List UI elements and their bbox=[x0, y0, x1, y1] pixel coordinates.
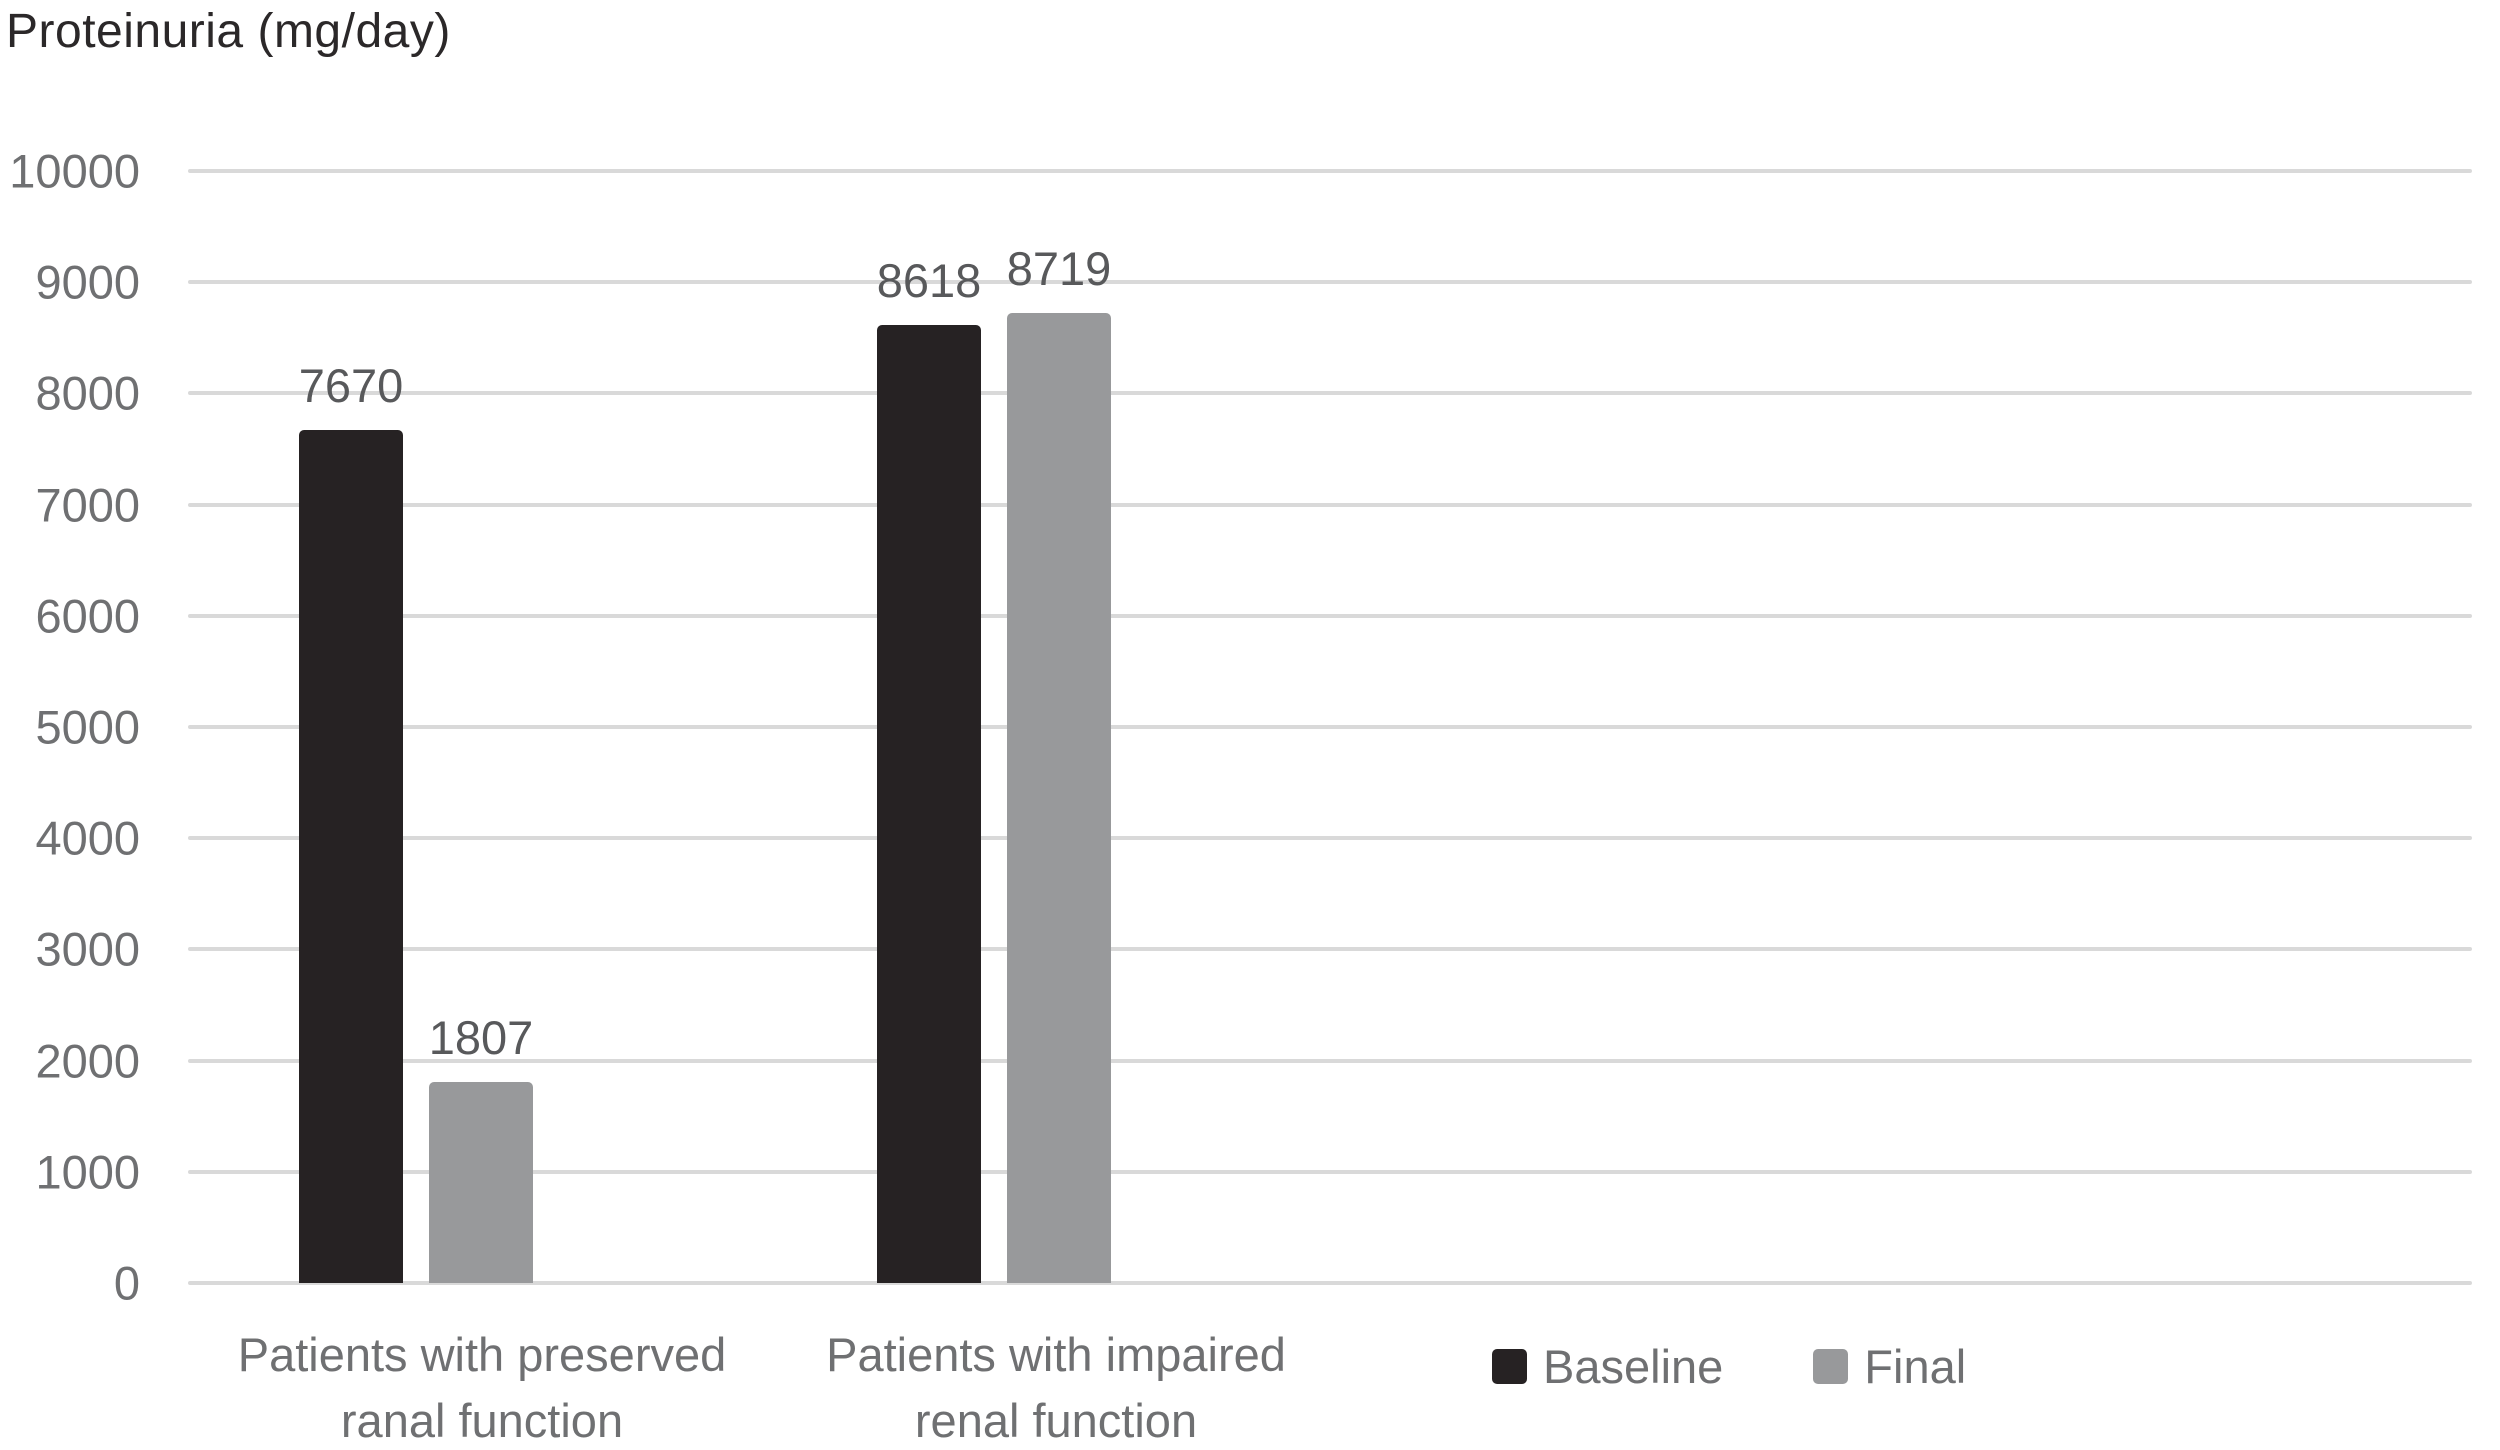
y-tick-label-4000: 4000 bbox=[35, 811, 140, 865]
y-tick-label-3000: 3000 bbox=[35, 922, 140, 976]
y-tick-label-9000: 9000 bbox=[35, 255, 140, 309]
category-label-0: Patients with preserved ranal function bbox=[72, 1322, 892, 1450]
legend: Baseline Final bbox=[1492, 1338, 2056, 1394]
y-tick-label-7000: 7000 bbox=[35, 478, 140, 532]
category-label-line: Patients with impaired bbox=[826, 1328, 1286, 1381]
gridline-9000 bbox=[188, 280, 2472, 285]
category-label-1: Patients with impaired renal function bbox=[646, 1322, 1466, 1450]
gridline-6000 bbox=[188, 613, 2472, 618]
gridline-8000 bbox=[188, 391, 2472, 396]
legend-label-final: Final bbox=[1864, 1339, 1967, 1393]
y-tick-label-0: 0 bbox=[113, 1256, 140, 1310]
y-tick-label-5000: 5000 bbox=[35, 700, 140, 754]
gridline-2000 bbox=[188, 1058, 2472, 1063]
data-label-baseline-category-1: 8618 bbox=[876, 253, 982, 307]
data-label-final-category-1: 8719 bbox=[1006, 242, 1112, 296]
category-label-line: Patients with preserved bbox=[237, 1328, 727, 1381]
y-tick-label-8000: 8000 bbox=[35, 366, 140, 420]
legend-swatch-final bbox=[1813, 1348, 1849, 1384]
category-label-line: renal function bbox=[914, 1394, 1198, 1447]
bar-baseline-category-0 bbox=[299, 430, 403, 1283]
y-tick-label-1000: 1000 bbox=[35, 1145, 140, 1199]
bar-final-category-0 bbox=[429, 1082, 533, 1283]
gridline-3000 bbox=[188, 947, 2472, 952]
category-label-line: ranal function bbox=[340, 1394, 624, 1447]
y-tick-label-6000: 6000 bbox=[35, 589, 140, 643]
gridline-4000 bbox=[188, 836, 2472, 841]
legend-label-baseline: Baseline bbox=[1543, 1339, 1724, 1393]
y-tick-label-10000: 10000 bbox=[9, 144, 140, 198]
gridline-7000 bbox=[188, 502, 2472, 507]
y-tick-label-2000: 2000 bbox=[35, 1034, 140, 1088]
gridline-0 bbox=[188, 1281, 2472, 1285]
gridline-5000 bbox=[188, 725, 2472, 729]
gridline-10000 bbox=[188, 169, 2472, 173]
legend-item-baseline: Baseline bbox=[1492, 1339, 1723, 1394]
bar-final-category-1 bbox=[1007, 313, 1111, 1283]
data-label-final-category-0: 1807 bbox=[428, 1011, 534, 1065]
legend-item-final: Final bbox=[1813, 1339, 1966, 1394]
bar-baseline-category-1 bbox=[877, 324, 981, 1283]
gridline-1000 bbox=[188, 1169, 2472, 1174]
data-label-baseline-category-0: 7670 bbox=[298, 359, 404, 413]
legend-swatch-baseline bbox=[1492, 1348, 1527, 1384]
chart-title: Proteinuria (mg/day) bbox=[6, 5, 451, 58]
